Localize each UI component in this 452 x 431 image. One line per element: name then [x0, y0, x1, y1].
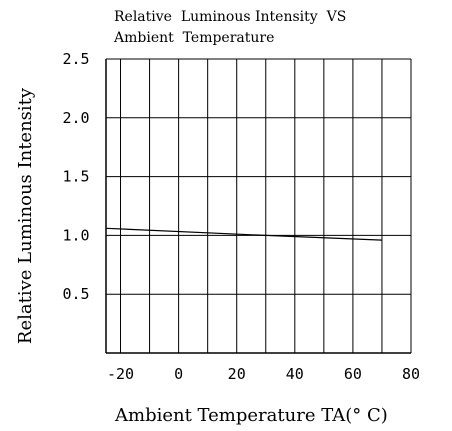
grid [105, 58, 412, 354]
x-tick-label: -20 [107, 365, 134, 383]
chart-title-line1: Relative Luminous Intensity VS [114, 9, 347, 25]
x-tick-labels: -20 0 20 40 60 80 [107, 365, 420, 383]
x-tick-label: 80 [402, 365, 420, 383]
y-axis-label: Relative Luminous Intensity [15, 87, 36, 344]
y-tick-label: 2.5 [62, 50, 89, 68]
y-tick-label: 2.0 [62, 109, 89, 127]
series-line [105, 227, 383, 241]
y-tick-label: 0.5 [62, 285, 89, 303]
y-tick-label: 1.0 [62, 226, 89, 244]
chart-title-line2: Ambient Temperature [114, 30, 275, 46]
x-axis-label: Ambient Temperature TA(° C) [114, 405, 388, 426]
series-group [105, 227, 383, 241]
x-tick-label: 20 [228, 365, 246, 383]
y-tick-label: 1.5 [62, 168, 89, 186]
x-tick-label: 0 [174, 365, 183, 383]
y-tick-labels: 0.5 1.0 1.5 2.0 2.5 [62, 50, 89, 303]
x-tick-label: 40 [286, 365, 304, 383]
x-tick-label: 60 [344, 365, 362, 383]
